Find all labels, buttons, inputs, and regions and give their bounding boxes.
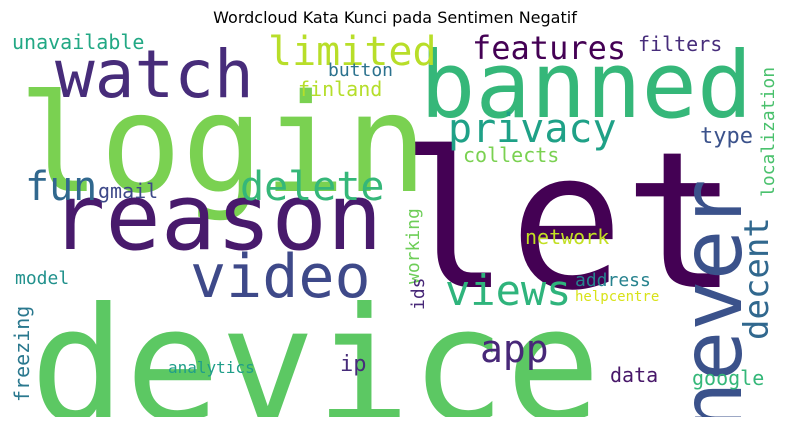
word-app: app — [480, 327, 549, 371]
word-analytics: analytics — [168, 358, 255, 377]
word-ids: ids — [408, 277, 429, 310]
word-gmail: gmail — [98, 179, 159, 203]
word-delete: delete — [240, 164, 385, 210]
word-button: button — [328, 60, 394, 81]
word-views: views — [445, 266, 572, 315]
word-freezing: freezing — [10, 305, 34, 402]
word-unavailable: unavailable — [12, 32, 145, 54]
wordcloud: device let login banned reason never watch vide… — [10, 32, 780, 417]
word-network: network — [525, 225, 610, 249]
word-features: features — [472, 32, 627, 67]
word-ip: ip — [340, 352, 367, 377]
figure-title: Wordcloud Kata Kunci pada Sentimen Negat… — [213, 8, 577, 27]
word-let: let — [395, 111, 739, 332]
word-privacy: privacy — [448, 106, 617, 152]
word-banned: banned — [420, 32, 753, 139]
word-collects: collects — [463, 143, 560, 167]
word-model: model — [15, 268, 70, 289]
word-finland: finland — [298, 77, 383, 101]
word-watch: watch — [55, 36, 254, 113]
word-working: working — [403, 208, 424, 284]
word-device: device — [30, 274, 601, 417]
word-data: data — [610, 363, 659, 387]
word-fun: fun — [25, 164, 98, 210]
word-login: login — [18, 66, 428, 224]
word-reason: reason — [50, 164, 383, 271]
word-localization: localization — [758, 66, 779, 197]
word-address: address — [575, 270, 651, 291]
word-decent: decent — [737, 217, 777, 340]
word-google: google — [692, 366, 765, 390]
word-video: video — [190, 242, 371, 312]
word-filters: filters — [638, 32, 723, 56]
word-limited: limited — [268, 32, 437, 75]
word-helpcentre: helpcentre — [575, 289, 660, 305]
word-type: type — [700, 124, 753, 149]
